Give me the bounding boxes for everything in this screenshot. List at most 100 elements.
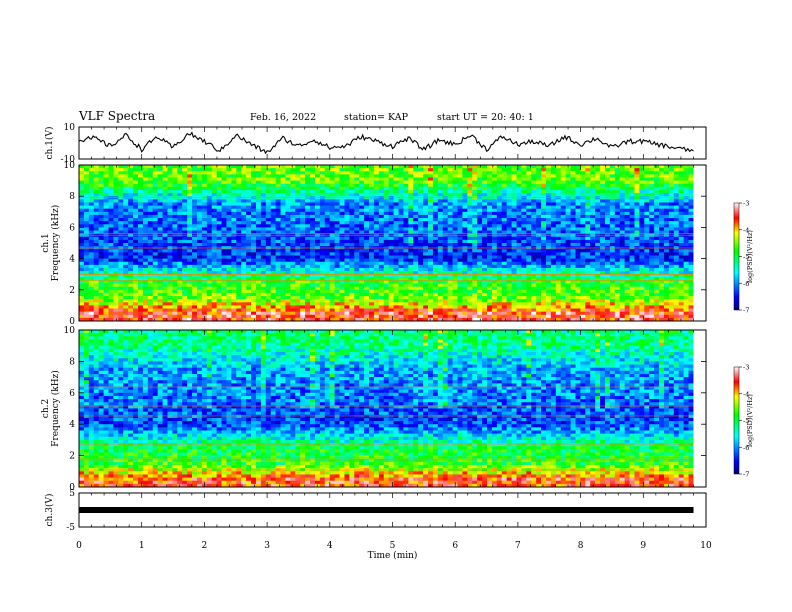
spectrogram-cell (211, 183, 218, 188)
spectrogram-cell (260, 199, 267, 203)
spectrogram-cell (246, 277, 252, 281)
spectrogram-cell (560, 218, 567, 222)
spectrogram-cell (221, 296, 227, 300)
spectrogram-cell (192, 174, 198, 178)
spectrogram-cell (196, 193, 203, 197)
spectrogram-cell (211, 274, 218, 278)
spectrogram-cell (442, 283, 449, 288)
spectrogram-cell (275, 252, 282, 256)
spectrogram-cell (491, 252, 498, 256)
spectrogram-cell (526, 165, 532, 169)
spectrogram-cell (373, 177, 380, 182)
spectrogram-cell (241, 218, 247, 222)
spectrogram-cell (113, 308, 119, 313)
spectrogram-cell (496, 314, 503, 319)
spectrogram-cell (255, 218, 262, 222)
spectrogram-cell (536, 311, 542, 316)
spectrogram-cell (79, 221, 85, 225)
spectrogram-cell (270, 174, 277, 178)
spectrogram-cell (339, 249, 345, 253)
spectrogram-cell (560, 183, 567, 188)
spectrogram-cell (531, 208, 537, 213)
spectrogram-cell (565, 236, 572, 241)
spectrogram-cell (79, 283, 85, 288)
spectrogram-cell (447, 249, 454, 253)
spectrogram-cell (393, 221, 400, 225)
spectrogram-cell (83, 202, 90, 207)
spectrogram-cell (108, 305, 114, 310)
spectrogram-cell (369, 314, 375, 319)
spectrogram-cell (290, 249, 296, 253)
spectrogram-cell (314, 261, 321, 266)
spectrogram-cell (482, 249, 488, 253)
spectrogram-cell (280, 296, 286, 300)
spectrogram-cell (123, 218, 129, 222)
spectrogram-cell (147, 311, 154, 316)
spectrogram-cell (393, 305, 400, 310)
spectrogram-cell (364, 205, 370, 210)
spectrogram-cell (418, 186, 424, 191)
spectrogram-cell (123, 267, 129, 272)
spectrogram-cell (147, 180, 154, 185)
spectrogram-cell (359, 202, 365, 207)
spectrogram-cell (270, 305, 277, 310)
spectrogram-cell (373, 205, 380, 210)
spectrogram-cell (565, 180, 572, 185)
spectrogram-cell (192, 224, 198, 228)
spectrogram-cell (226, 314, 232, 319)
spectrogram-cell (206, 264, 213, 269)
spectrogram-cell (428, 264, 434, 269)
spectrogram-cell (418, 236, 424, 241)
spectrogram-cell (413, 305, 419, 310)
spectrogram-cell (560, 208, 567, 213)
spectrogram-cell (501, 168, 508, 172)
spectrogram-cell (152, 289, 159, 294)
spectrogram-cell (339, 177, 345, 182)
spectrogram-cell (491, 255, 498, 260)
spectrogram-cell (531, 314, 537, 319)
spectrogram-cell (167, 252, 173, 256)
spectrogram-cell (452, 264, 459, 269)
spectrogram-cell (467, 283, 473, 288)
spectrogram-cell (555, 252, 562, 256)
spectrogram-cell (373, 302, 380, 306)
spectrogram-cell (128, 165, 134, 169)
spectrogram-cell (226, 289, 232, 294)
spectrogram-cell (462, 230, 468, 235)
spectrogram-cell (133, 308, 139, 313)
spectrogram-cell (270, 289, 277, 294)
spectrogram-cell (437, 296, 444, 300)
spectrogram-cell (501, 274, 508, 278)
spectrogram-cell (216, 218, 223, 222)
spectrogram-cell (290, 243, 296, 247)
spectrogram-cell (418, 202, 424, 207)
spectrogram-cell (285, 168, 291, 172)
spectrogram-cell (216, 274, 223, 278)
spectrogram-cell (413, 264, 419, 269)
spectrogram-cell (393, 189, 400, 194)
spectrogram-cell (477, 186, 483, 191)
spectrogram-cell (550, 308, 557, 313)
spectrogram-cell (555, 211, 562, 216)
spectrogram-cell (545, 174, 552, 178)
spectrogram-cell (211, 308, 218, 313)
spectrogram-cell (565, 258, 572, 263)
spectrogram-cell (280, 271, 286, 275)
spectrogram-cell (565, 277, 572, 281)
spectrogram-cell (103, 274, 109, 278)
spectrogram-cell (526, 239, 532, 244)
spectrogram-cell (354, 314, 360, 319)
spectrogram-cell (531, 274, 537, 278)
spectrogram-cell (187, 277, 193, 281)
spectrogram-cell (206, 277, 213, 281)
spectrogram-cell (442, 205, 449, 210)
spectrogram-cell (373, 271, 380, 275)
spectrogram-cell (398, 183, 404, 188)
spectrogram-cell (295, 236, 301, 241)
spectrogram-cell (255, 286, 262, 291)
spectrogram-cell (349, 165, 355, 169)
spectrogram-cell (462, 314, 468, 319)
spectrogram-cell (172, 214, 178, 219)
spectrogram-cell (477, 308, 483, 313)
spectrogram-cell (128, 308, 134, 313)
